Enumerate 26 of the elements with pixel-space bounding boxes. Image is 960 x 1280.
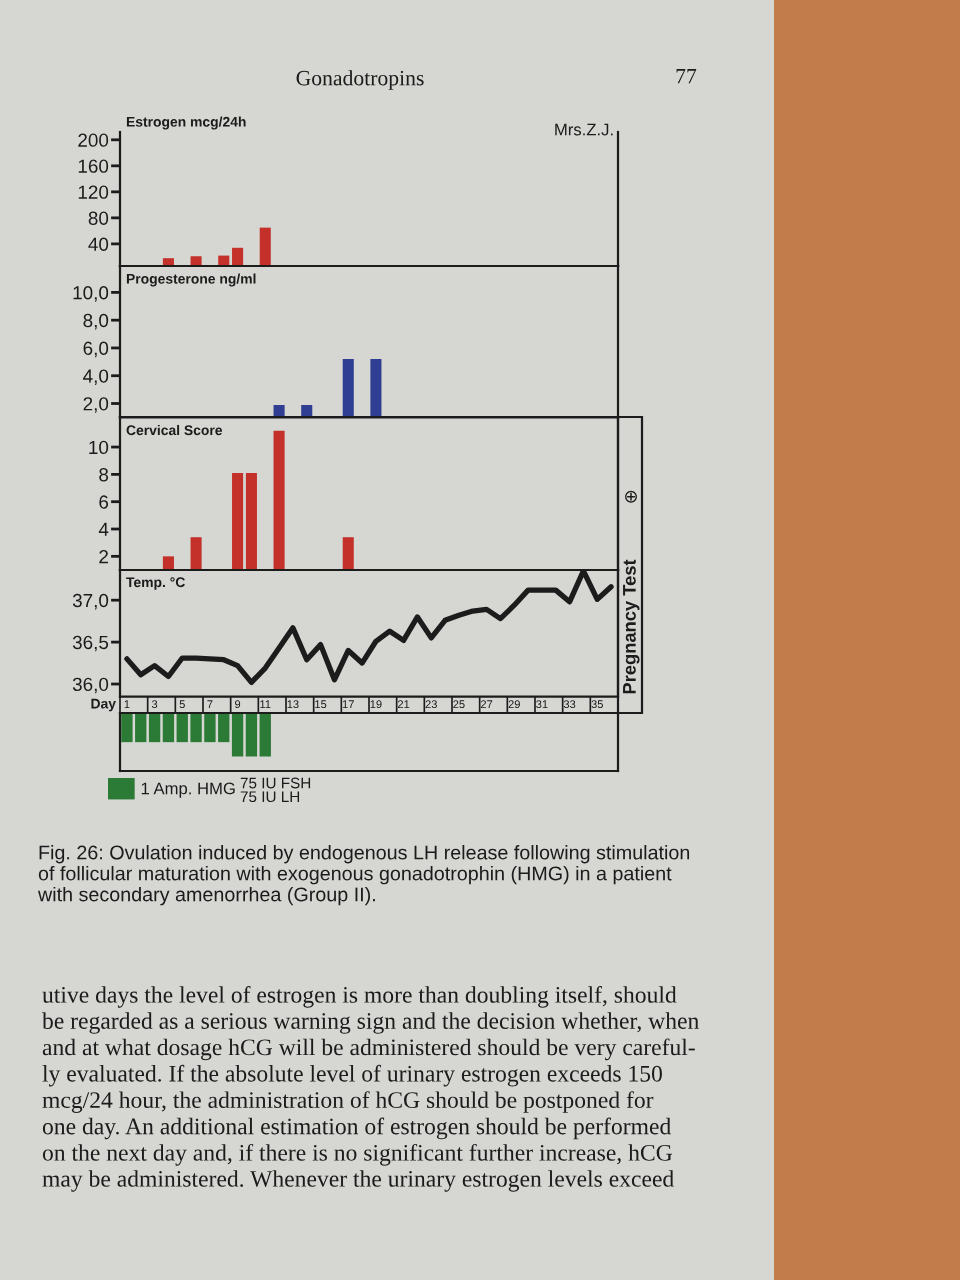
y-tick-label: 8,0: [83, 313, 109, 330]
legend-label: 1 Amp. HMG: [141, 782, 235, 798]
caption: Fig. 26: Ovulation induced by endogenous LH release following stimulation of follicular maturation with exogenous gonadotrophin (HMG) in a patient with secondary amenorrhea (Group II).: [37, 845, 690, 906]
y-tick-label: 2,0: [83, 397, 109, 413]
annotation: Mrs.Z.J.: [555, 123, 613, 136]
y-tick-label: 37,0: [72, 593, 109, 610]
text: Pregnancy Test: [623, 559, 640, 694]
y-tick-label: 36,5: [72, 635, 109, 652]
y-tick-label: 8: [99, 468, 109, 482]
text: Gonadotropins: [296, 70, 424, 90]
text: ⊕: [625, 490, 637, 503]
y-tick-label: 2: [99, 549, 108, 564]
text: 77: [676, 69, 697, 84]
y-tick-label: 80: [88, 211, 109, 225]
y-tick-label: 4: [98, 522, 109, 536]
y-tick-label: 4,0: [83, 369, 109, 385]
y-tick-label: 6: [99, 495, 109, 509]
y-tick-label: 6,0: [83, 341, 109, 358]
y-tick-label: 160: [78, 159, 109, 173]
y-tick-label: 40: [88, 237, 109, 251]
y-tick-label: 10: [89, 440, 109, 455]
text: utive days the level of estrogen is more than doubling itself, should be regarded as a serious warning sign and the decision whether, when and at what dosage hCG will be administered should be very careful- ly evaluated. If the absolute level of urinary estrogen exceeds 150 mcg/24 hour, the administration of hCG should be postponed for one day. An additional estimation of estrogen should be performed on the next day and, if there is no significant further increase, hCG may be administered. Whenever the urinary estrogen levels exceed: [42, 986, 699, 1192]
y-tick-label: 36,0: [72, 677, 109, 694]
y-tick-label: 10,0: [73, 286, 109, 302]
y-tick-label: 200: [78, 133, 109, 147]
y-tick-label: 120: [78, 185, 109, 199]
